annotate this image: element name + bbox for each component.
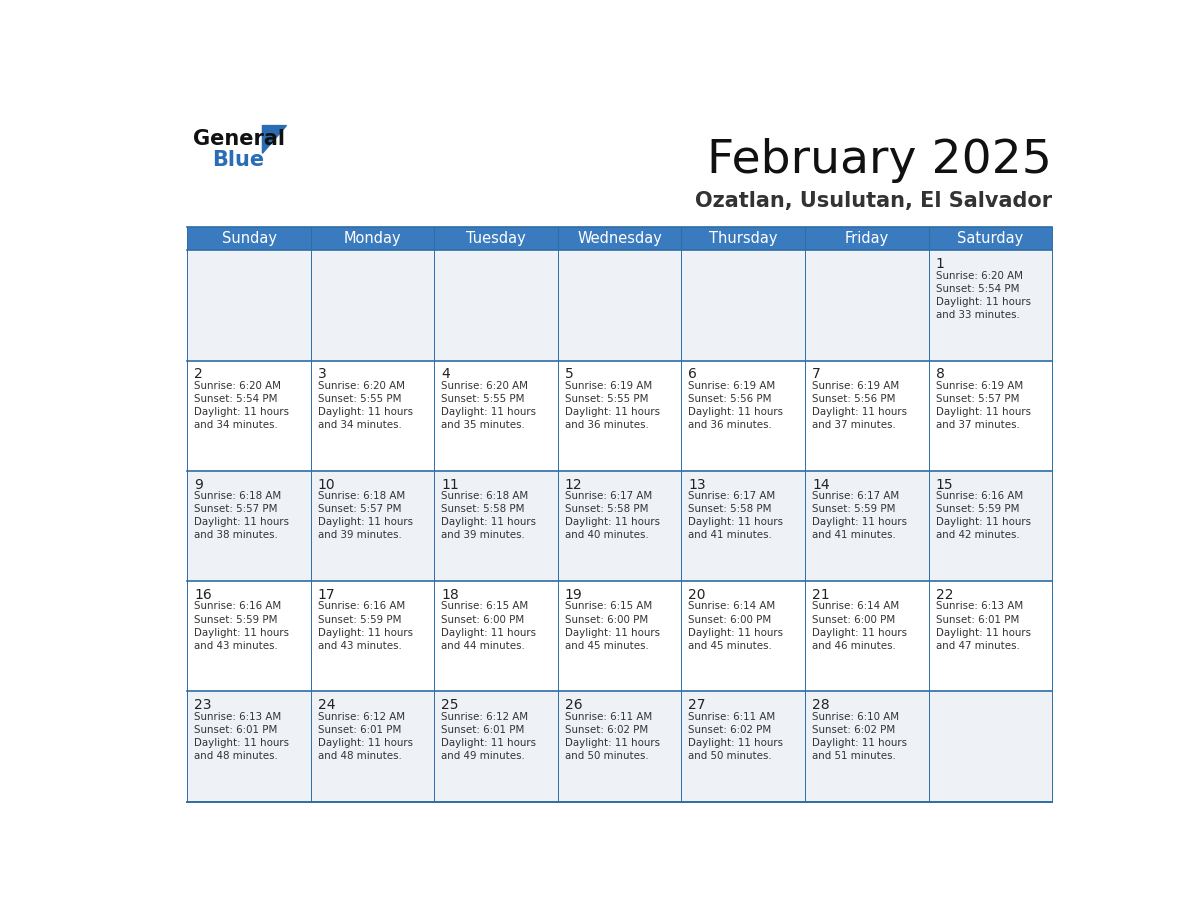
Text: 21: 21 [813, 588, 829, 602]
Text: Sunrise: 6:17 AM
Sunset: 5:58 PM
Daylight: 11 hours
and 41 minutes.: Sunrise: 6:17 AM Sunset: 5:58 PM Dayligh… [689, 491, 783, 541]
Text: Saturday: Saturday [958, 231, 1024, 246]
Text: Sunrise: 6:11 AM
Sunset: 6:02 PM
Daylight: 11 hours
and 50 minutes.: Sunrise: 6:11 AM Sunset: 6:02 PM Dayligh… [565, 711, 659, 761]
Text: Sunrise: 6:20 AM
Sunset: 5:54 PM
Daylight: 11 hours
and 34 minutes.: Sunrise: 6:20 AM Sunset: 5:54 PM Dayligh… [194, 381, 289, 431]
Text: Sunrise: 6:19 AM
Sunset: 5:55 PM
Daylight: 11 hours
and 36 minutes.: Sunrise: 6:19 AM Sunset: 5:55 PM Dayligh… [565, 381, 659, 431]
Text: 24: 24 [317, 699, 335, 712]
Text: 28: 28 [813, 699, 829, 712]
Text: Sunrise: 6:11 AM
Sunset: 6:02 PM
Daylight: 11 hours
and 50 minutes.: Sunrise: 6:11 AM Sunset: 6:02 PM Dayligh… [689, 711, 783, 761]
Text: Sunrise: 6:12 AM
Sunset: 6:01 PM
Daylight: 11 hours
and 48 minutes.: Sunrise: 6:12 AM Sunset: 6:01 PM Dayligh… [317, 711, 412, 761]
Bar [188, 581, 1053, 691]
Text: Sunrise: 6:13 AM
Sunset: 6:01 PM
Daylight: 11 hours
and 48 minutes.: Sunrise: 6:13 AM Sunset: 6:01 PM Dayligh… [194, 711, 289, 761]
Text: Sunrise: 6:18 AM
Sunset: 5:58 PM
Daylight: 11 hours
and 39 minutes.: Sunrise: 6:18 AM Sunset: 5:58 PM Dayligh… [441, 491, 536, 541]
Text: Sunrise: 6:20 AM
Sunset: 5:54 PM
Daylight: 11 hours
and 33 minutes.: Sunrise: 6:20 AM Sunset: 5:54 PM Dayligh… [936, 271, 1030, 319]
Text: Sunrise: 6:20 AM
Sunset: 5:55 PM
Daylight: 11 hours
and 34 minutes.: Sunrise: 6:20 AM Sunset: 5:55 PM Dayligh… [317, 381, 412, 431]
Text: Sunrise: 6:13 AM
Sunset: 6:01 PM
Daylight: 11 hours
and 47 minutes.: Sunrise: 6:13 AM Sunset: 6:01 PM Dayligh… [936, 601, 1030, 651]
Text: Sunrise: 6:15 AM
Sunset: 6:00 PM
Daylight: 11 hours
and 45 minutes.: Sunrise: 6:15 AM Sunset: 6:00 PM Dayligh… [565, 601, 659, 651]
Text: 22: 22 [936, 588, 953, 602]
Text: Sunrise: 6:19 AM
Sunset: 5:57 PM
Daylight: 11 hours
and 37 minutes.: Sunrise: 6:19 AM Sunset: 5:57 PM Dayligh… [936, 381, 1030, 431]
Text: Sunrise: 6:12 AM
Sunset: 6:01 PM
Daylight: 11 hours
and 49 minutes.: Sunrise: 6:12 AM Sunset: 6:01 PM Dayligh… [441, 711, 536, 761]
Text: 16: 16 [194, 588, 211, 602]
Text: Sunrise: 6:18 AM
Sunset: 5:57 PM
Daylight: 11 hours
and 39 minutes.: Sunrise: 6:18 AM Sunset: 5:57 PM Dayligh… [317, 491, 412, 541]
Text: 27: 27 [689, 699, 706, 712]
Text: 8: 8 [936, 367, 944, 382]
Text: Monday: Monday [343, 231, 402, 246]
Text: General: General [194, 129, 285, 150]
Text: 23: 23 [194, 699, 211, 712]
Text: Ozatlan, Usulutan, El Salvador: Ozatlan, Usulutan, El Salvador [695, 191, 1053, 211]
Text: Friday: Friday [845, 231, 889, 246]
Text: 18: 18 [441, 588, 459, 602]
Text: Tuesday: Tuesday [466, 231, 526, 246]
Bar [188, 691, 1053, 801]
Text: Blue: Blue [211, 151, 264, 170]
Text: 17: 17 [317, 588, 335, 602]
Text: 1: 1 [936, 257, 944, 271]
Text: 14: 14 [813, 477, 829, 492]
Text: Sunrise: 6:16 AM
Sunset: 5:59 PM
Daylight: 11 hours
and 43 minutes.: Sunrise: 6:16 AM Sunset: 5:59 PM Dayligh… [317, 601, 412, 651]
Text: 3: 3 [317, 367, 327, 382]
Text: 2: 2 [194, 367, 203, 382]
Text: Sunrise: 6:15 AM
Sunset: 6:00 PM
Daylight: 11 hours
and 44 minutes.: Sunrise: 6:15 AM Sunset: 6:00 PM Dayligh… [441, 601, 536, 651]
Text: 4: 4 [441, 367, 450, 382]
Text: 25: 25 [441, 699, 459, 712]
Text: 6: 6 [689, 367, 697, 382]
Text: Thursday: Thursday [709, 231, 777, 246]
Text: Wednesday: Wednesday [577, 231, 662, 246]
Polygon shape [263, 126, 286, 153]
Text: Sunrise: 6:20 AM
Sunset: 5:55 PM
Daylight: 11 hours
and 35 minutes.: Sunrise: 6:20 AM Sunset: 5:55 PM Dayligh… [441, 381, 536, 431]
Text: Sunrise: 6:19 AM
Sunset: 5:56 PM
Daylight: 11 hours
and 36 minutes.: Sunrise: 6:19 AM Sunset: 5:56 PM Dayligh… [689, 381, 783, 431]
Text: Sunrise: 6:16 AM
Sunset: 5:59 PM
Daylight: 11 hours
and 42 minutes.: Sunrise: 6:16 AM Sunset: 5:59 PM Dayligh… [936, 491, 1030, 541]
Text: 10: 10 [317, 477, 335, 492]
Text: 26: 26 [565, 699, 582, 712]
Text: 13: 13 [689, 477, 706, 492]
Text: February 2025: February 2025 [707, 138, 1053, 183]
Text: Sunrise: 6:17 AM
Sunset: 5:59 PM
Daylight: 11 hours
and 41 minutes.: Sunrise: 6:17 AM Sunset: 5:59 PM Dayligh… [813, 491, 906, 541]
Text: Sunrise: 6:14 AM
Sunset: 6:00 PM
Daylight: 11 hours
and 45 minutes.: Sunrise: 6:14 AM Sunset: 6:00 PM Dayligh… [689, 601, 783, 651]
Text: 19: 19 [565, 588, 582, 602]
Text: 15: 15 [936, 477, 953, 492]
Bar [188, 251, 1053, 361]
Text: 9: 9 [194, 477, 203, 492]
Text: Sunrise: 6:14 AM
Sunset: 6:00 PM
Daylight: 11 hours
and 46 minutes.: Sunrise: 6:14 AM Sunset: 6:00 PM Dayligh… [813, 601, 906, 651]
Text: 11: 11 [441, 477, 459, 492]
Text: Sunrise: 6:18 AM
Sunset: 5:57 PM
Daylight: 11 hours
and 38 minutes.: Sunrise: 6:18 AM Sunset: 5:57 PM Dayligh… [194, 491, 289, 541]
Text: Sunrise: 6:17 AM
Sunset: 5:58 PM
Daylight: 11 hours
and 40 minutes.: Sunrise: 6:17 AM Sunset: 5:58 PM Dayligh… [565, 491, 659, 541]
Text: 12: 12 [565, 477, 582, 492]
Bar [188, 227, 1053, 251]
Text: 20: 20 [689, 588, 706, 602]
Text: 5: 5 [565, 367, 574, 382]
Bar [188, 361, 1053, 471]
Text: Sunrise: 6:16 AM
Sunset: 5:59 PM
Daylight: 11 hours
and 43 minutes.: Sunrise: 6:16 AM Sunset: 5:59 PM Dayligh… [194, 601, 289, 651]
Text: 7: 7 [813, 367, 821, 382]
Text: Sunday: Sunday [221, 231, 277, 246]
Text: Sunrise: 6:19 AM
Sunset: 5:56 PM
Daylight: 11 hours
and 37 minutes.: Sunrise: 6:19 AM Sunset: 5:56 PM Dayligh… [813, 381, 906, 431]
Text: Sunrise: 6:10 AM
Sunset: 6:02 PM
Daylight: 11 hours
and 51 minutes.: Sunrise: 6:10 AM Sunset: 6:02 PM Dayligh… [813, 711, 906, 761]
Bar [188, 471, 1053, 581]
